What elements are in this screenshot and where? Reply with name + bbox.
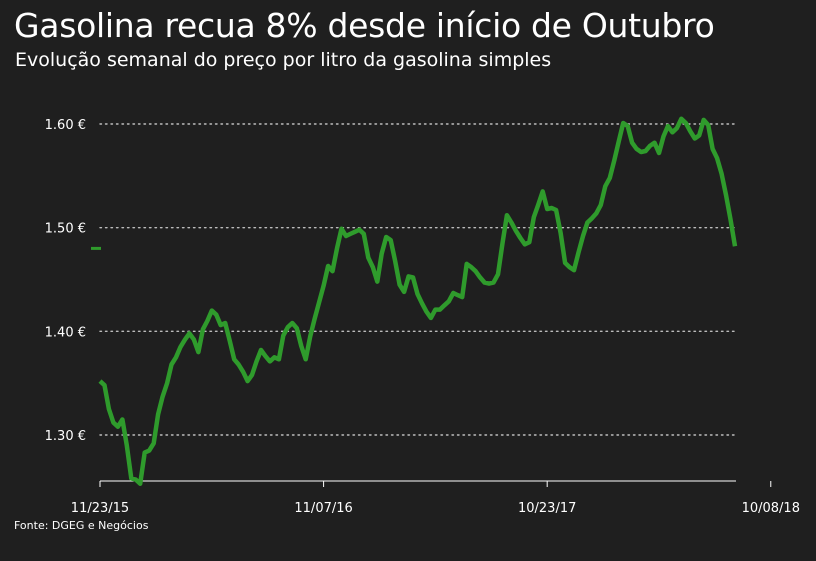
gridlines [99, 123, 737, 436]
chart-title: Gasolina recua 8% desde início de Outubr… [14, 6, 715, 45]
series-line [98, 116, 738, 486]
x-tick-label: 11/07/16 [294, 501, 352, 516]
y-tick-label: 1.50 € [45, 222, 86, 237]
source-note: Fonte: DGEG e Negócios [14, 519, 149, 532]
x-tick-label: 10/23/17 [518, 501, 576, 516]
x-axis-ticks: 11/23/15 11/07/16 10/23/17 10/08/18 [71, 481, 800, 516]
x-tick-label: 10/08/18 [742, 501, 800, 516]
chart-subtitle: Evolução semanal do preço por litro da g… [15, 49, 552, 71]
y-tick-label: 1.60 € [45, 118, 86, 133]
series-layer [91, 116, 738, 486]
y-tick-label: 1.40 € [45, 325, 86, 340]
y-tick-label: 1.30 € [45, 429, 86, 444]
x-tick-label: 11/23/15 [71, 501, 129, 516]
y-axis-tick-labels: 1.30 € 1.40 € 1.50 € 1.60 € [45, 118, 86, 444]
